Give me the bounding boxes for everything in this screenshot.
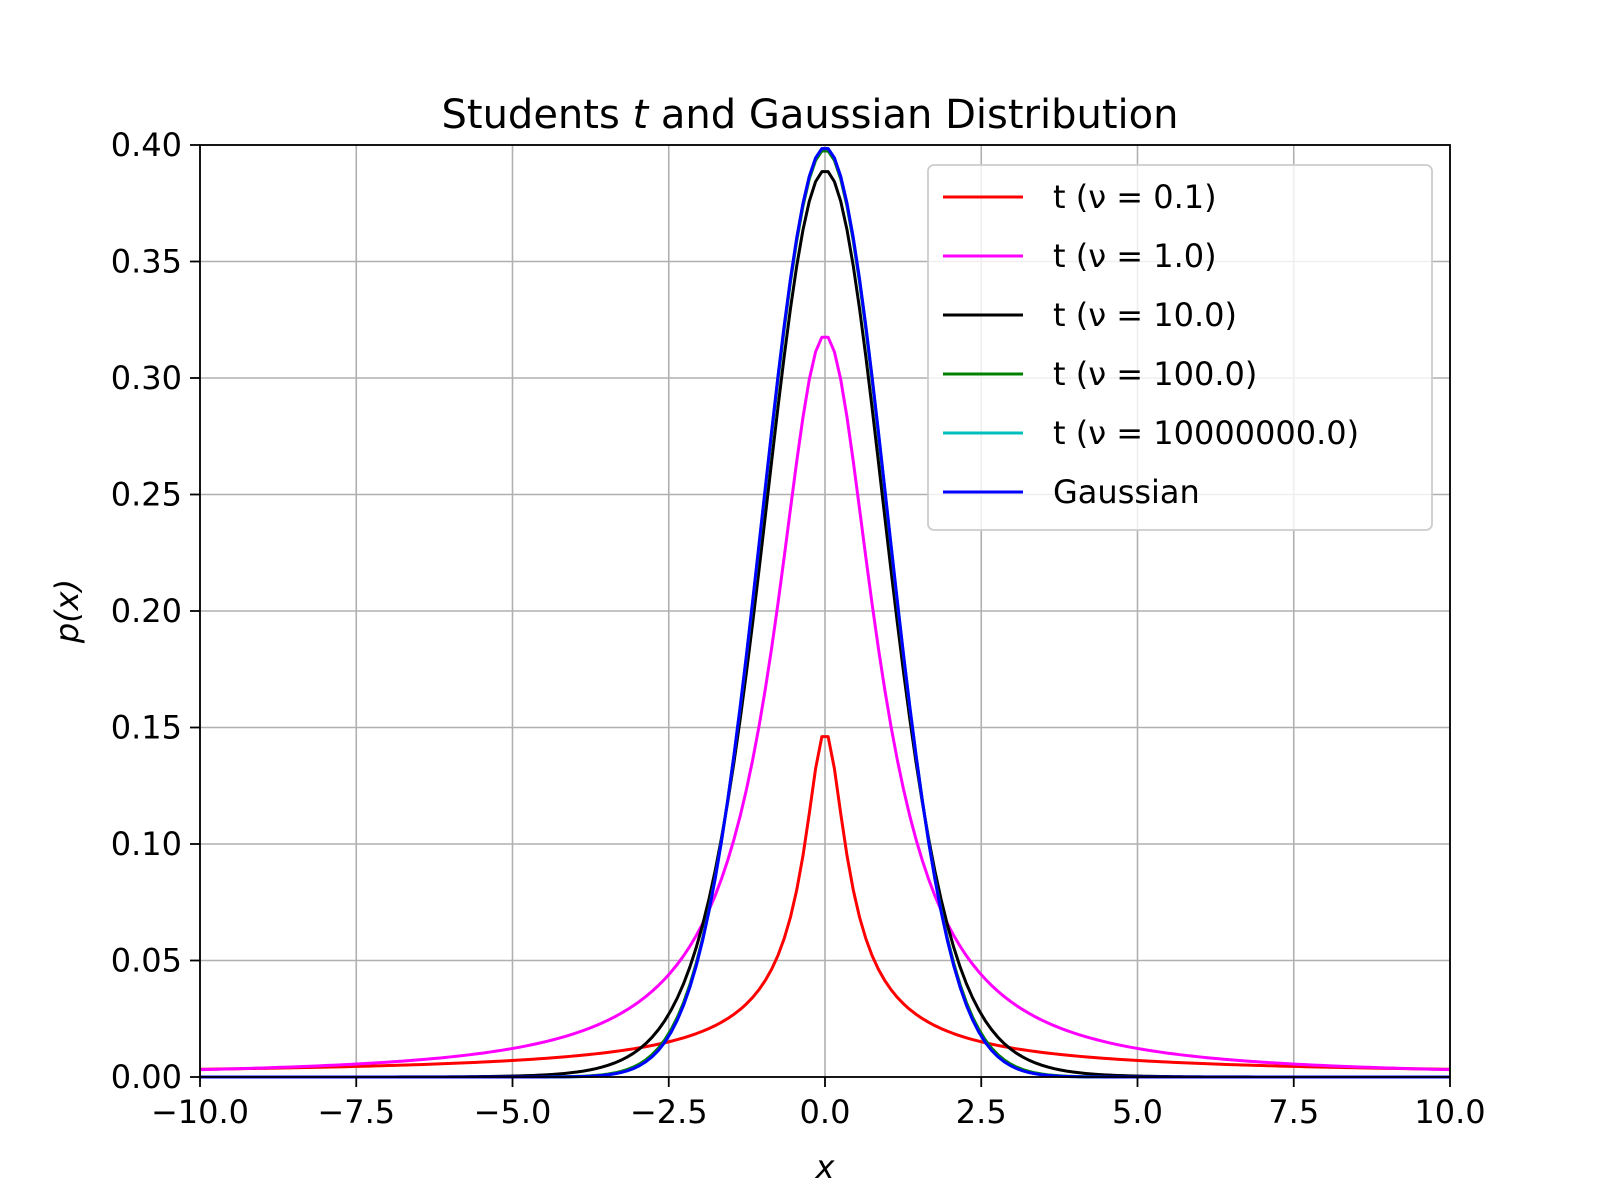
series-line-t-1-0: [199, 335, 1451, 1072]
y-tick-label: 0.10: [111, 825, 182, 863]
legend: t (ν = 0.1) t (ν = 1.0) t (ν = 10.0) t (ν =…: [927, 164, 1433, 531]
y-tick-label: 0.40: [111, 126, 182, 164]
y-tick-label: 0.30: [111, 359, 182, 397]
legend-label: Gaussian: [1053, 473, 1200, 511]
y-axis-label: p(x): [48, 579, 86, 644]
y-tick-label: 0.05: [111, 942, 182, 980]
ticks: −10.0 −7.5 −5.0 −2.5 0.0 2.5 5.0 7.5 10.0 0.00 0.0…: [111, 126, 1486, 1131]
y-tick-label: 0.25: [111, 476, 182, 514]
legend-label: t (ν = 0.1): [1053, 178, 1217, 216]
y-tick-label: 0.00: [111, 1058, 182, 1096]
y-tick-label: 0.15: [111, 709, 182, 747]
x-tick-label: −2.5: [630, 1093, 708, 1131]
x-tick-label: 5.0: [1112, 1093, 1163, 1131]
chart-title-suffix: and Gaussian Distribution: [648, 92, 1178, 138]
chart-title: Students t and Gaussian Distribution: [442, 92, 1179, 138]
legend-label: t (ν = 1.0): [1053, 237, 1217, 275]
x-tick-label: −10.0: [151, 1093, 249, 1131]
legend-label: t (ν = 10.0): [1053, 296, 1237, 334]
x-tick-label: 7.5: [1268, 1093, 1319, 1131]
x-tick-label: 2.5: [956, 1093, 1007, 1131]
y-tick-label: 0.20: [111, 592, 182, 630]
x-tick-label: 0.0: [800, 1093, 851, 1131]
legend-label: t (ν = 10000000.0): [1053, 414, 1359, 452]
x-tick-label: −5.0: [474, 1093, 552, 1131]
chart-title-italic: t: [633, 92, 650, 138]
x-tick-label: −7.5: [317, 1093, 395, 1131]
x-tick-label: 10.0: [1414, 1093, 1485, 1131]
chart-title-prefix: Students: [442, 92, 633, 138]
series-line-t-0-1: [199, 735, 1451, 1071]
y-tick-label: 0.35: [111, 243, 182, 281]
x-axis-label: x: [815, 1148, 836, 1186]
legend-label: t (ν = 100.0): [1053, 355, 1257, 393]
legend-box: [927, 164, 1433, 531]
